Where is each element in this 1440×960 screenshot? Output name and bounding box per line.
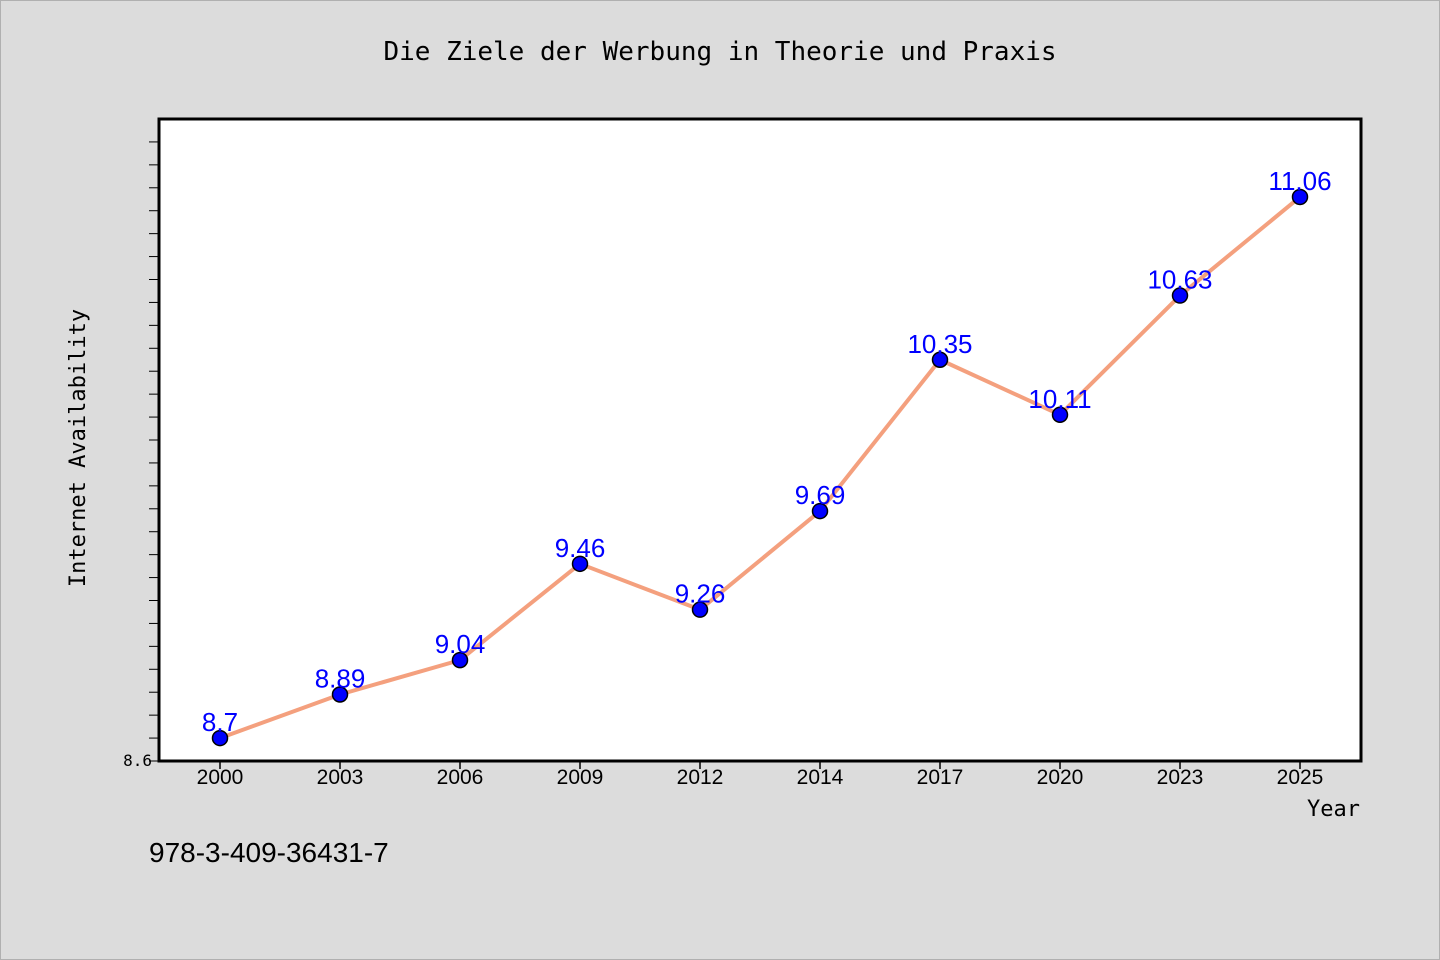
x-tick-label: 2012 xyxy=(677,766,724,789)
data-point xyxy=(1291,188,1309,206)
x-tick-label: 2023 xyxy=(1157,766,1204,789)
data-label: 10.11 xyxy=(1028,384,1091,414)
series-line xyxy=(219,195,1302,740)
data-label: 9.26 xyxy=(675,579,726,609)
data-point xyxy=(811,502,829,520)
data-point xyxy=(211,729,229,747)
x-tick-label: 2009 xyxy=(557,766,604,789)
data-label: 10.63 xyxy=(1147,265,1212,295)
x-tick-label: 2006 xyxy=(437,766,484,789)
x-tick-label: 2020 xyxy=(1037,766,1084,789)
data-points xyxy=(211,188,1309,747)
data-label: 8.7 xyxy=(202,707,238,737)
data-point xyxy=(1051,406,1069,424)
series-polyline xyxy=(219,195,1302,740)
isbn-text: 978-3-409-36431-7 xyxy=(149,837,389,868)
data-point xyxy=(571,555,589,573)
data-point xyxy=(931,351,949,368)
y-axis-label: Internet Availability xyxy=(66,309,91,587)
x-axis-ticks: 2000 2003 2006 2009 2012 2014 2017 2020 2023 2025 xyxy=(197,761,1324,789)
y-tick-label: 8.6 xyxy=(123,751,152,770)
data-labels: 8.7 8.89 9.04 9.46 9.26 9.69 10.35 10.11 10.63 11… xyxy=(202,166,1332,737)
data-point xyxy=(691,601,709,618)
y-axis-ticks xyxy=(149,141,159,762)
x-tick-label: 2000 xyxy=(197,766,244,789)
data-label: 8.89 xyxy=(315,664,366,694)
data-label: 9.69 xyxy=(795,480,846,510)
chart-title: Die Ziele der Werbung in Theorie und Pra… xyxy=(383,37,1056,67)
data-point xyxy=(331,686,349,703)
x-tick-label: 2017 xyxy=(917,766,964,789)
x-tick-label: 2003 xyxy=(317,766,364,789)
x-tick-label: 2025 xyxy=(1277,766,1324,789)
x-tick-label: 2014 xyxy=(797,766,844,789)
data-label: 10.35 xyxy=(907,329,972,359)
data-point xyxy=(1171,287,1189,304)
data-label: 9.04 xyxy=(435,629,486,659)
plot-area xyxy=(157,117,1363,763)
data-label: 9.46 xyxy=(555,533,606,563)
x-axis-label: Year xyxy=(1307,797,1360,822)
data-point xyxy=(451,651,469,669)
data-label: 11.06 xyxy=(1268,166,1331,196)
